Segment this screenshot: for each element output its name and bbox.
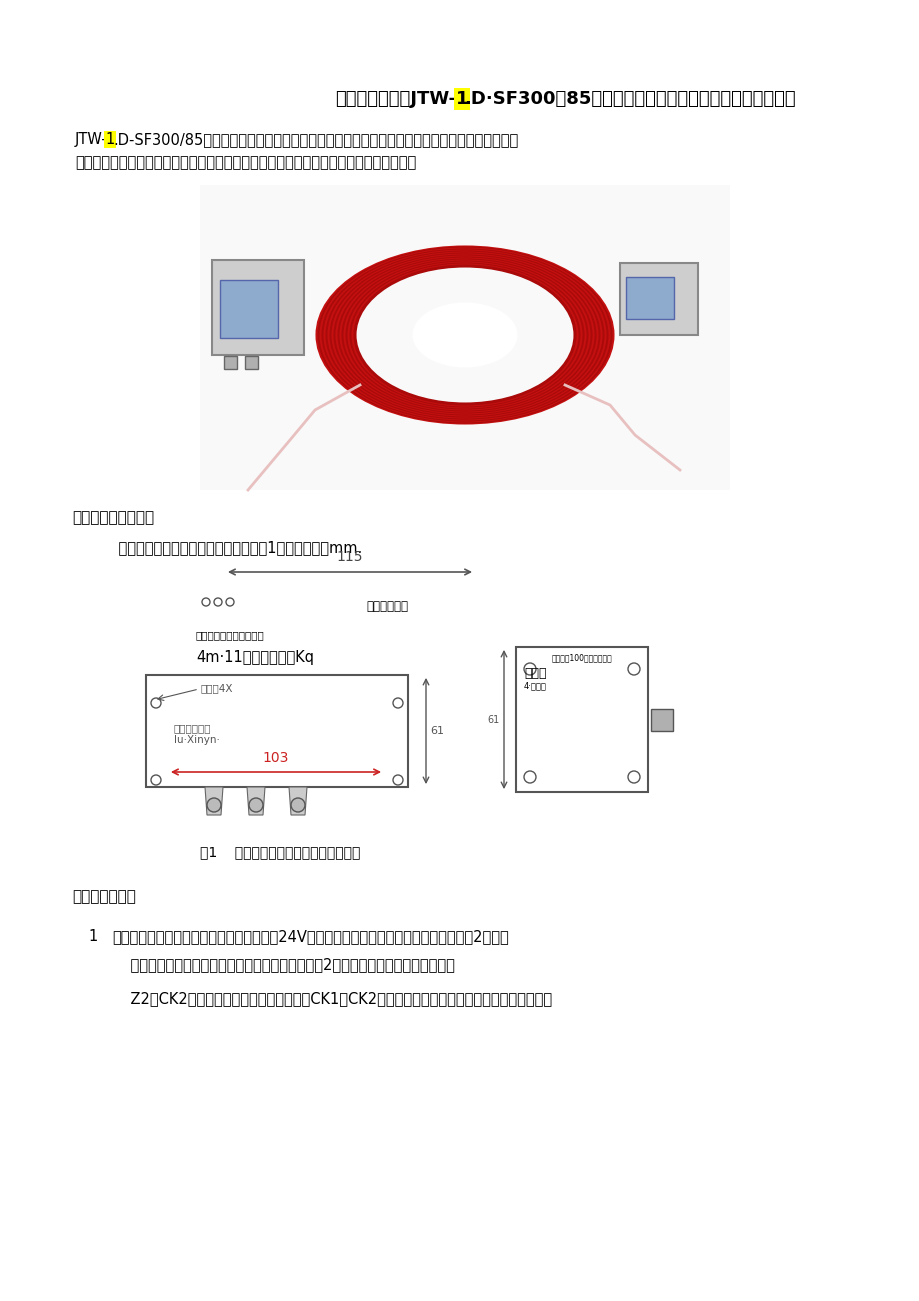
Bar: [146, 675, 407, 787]
Bar: [619, 263, 698, 334]
Text: 故障运行火警: 故障运行火警: [366, 600, 407, 613]
Text: 图1    微电脑处理器和终端盒外形示意图: 图1 微电脑处理器和终端盒外形示意图: [199, 846, 360, 859]
Text: 终端盒: 终端盒: [524, 667, 546, 680]
Text: 安装呗4X: 安装呗4X: [200, 683, 233, 693]
Text: 缆式线型感温火灾探测器: 缆式线型感温火灾探测器: [196, 630, 265, 640]
Circle shape: [290, 798, 305, 812]
Polygon shape: [289, 787, 307, 814]
Text: 1: 1: [105, 131, 114, 147]
Bar: [516, 647, 647, 792]
Text: 一、结构及安装尺寸: 一、结构及安装尺寸: [72, 510, 154, 526]
Text: .D·SF300／85缆式线型感温火灾探测器的接线及调试说明: .D·SF300／85缆式线型感温火灾探测器的接线及调试说明: [463, 90, 795, 108]
Bar: [223, 356, 237, 369]
Text: 入端子排。感温电缆另一端接入终端盒，线芯按图2要求接入端子，拧紧防水接头。: 入端子排。感温电缆另一端接入终端盒，线芯按图2要求接入端子，拧紧防水接头。: [112, 958, 454, 972]
Circle shape: [249, 798, 263, 812]
Text: Z2、CK2与火灾报警控制器输入端连接，CK1、CK2两端子接配接电阵（配接电阵为火灾报警控制: Z2、CK2与火灾报警控制器输入端连接，CK1、CK2两端子接配接电阵（配接电阵…: [112, 991, 551, 1006]
Text: 「长距离探测」JTW-: 「长距离探测」JTW-: [335, 90, 456, 108]
Text: 61: 61: [429, 726, 444, 736]
Bar: [211, 260, 303, 355]
Bar: [199, 185, 729, 490]
Text: 1: 1: [88, 929, 97, 945]
Text: 二、接线与调试: 二、接线与调试: [72, 889, 136, 904]
Text: 防火虫：100至人大探河署: 防火虫：100至人大探河署: [551, 653, 612, 662]
Polygon shape: [205, 787, 222, 814]
Text: 微电脑处理器和终端盒外形示意图如图1所示，单位：mm.: 微电脑处理器和终端盒外形示意图如图1所示，单位：mm.: [100, 540, 362, 556]
Text: 1: 1: [456, 90, 468, 108]
Text: 4·上内术: 4·上内术: [524, 680, 546, 690]
Text: JTW-: JTW-: [75, 131, 108, 147]
Text: 4m·11，河诺科技股Kq: 4m·11，河诺科技股Kq: [196, 650, 313, 665]
Bar: [651, 709, 673, 731]
Text: 103: 103: [263, 751, 289, 765]
Circle shape: [207, 798, 221, 812]
Text: 复使用的监测环境温度变化的消防产品。主要由微电脑处理器、感温电缆、终端盒组成。: 复使用的监测环境温度变化的消防产品。主要由微电脑处理器、感温电缆、终端盒组成。: [75, 155, 415, 170]
Text: 匡光润用防日
lu·Xinyn·: 匡光润用防日 lu·Xinyn·: [174, 723, 220, 744]
Bar: [220, 280, 278, 338]
Text: 打开微电脑处理器盒盖，依次将感温电缆、24V电源线、信号线从防水接头穿入盒体，按图2要求接: 打开微电脑处理器盒盖，依次将感温电缆、24V电源线、信号线从防水接头穿入盒体，按…: [112, 929, 508, 945]
Polygon shape: [246, 787, 265, 814]
Text: .D-SF300/85缆式线型感温火灾探测器（以下简称探测器）是一种新型的超长距离使用的不可重: .D-SF300/85缆式线型感温火灾探测器（以下简称探测器）是一种新型的超长距…: [113, 131, 517, 147]
Bar: [244, 356, 257, 369]
Text: 115: 115: [336, 550, 363, 565]
Ellipse shape: [412, 303, 516, 367]
Bar: [625, 277, 674, 319]
Text: 61: 61: [487, 714, 499, 725]
